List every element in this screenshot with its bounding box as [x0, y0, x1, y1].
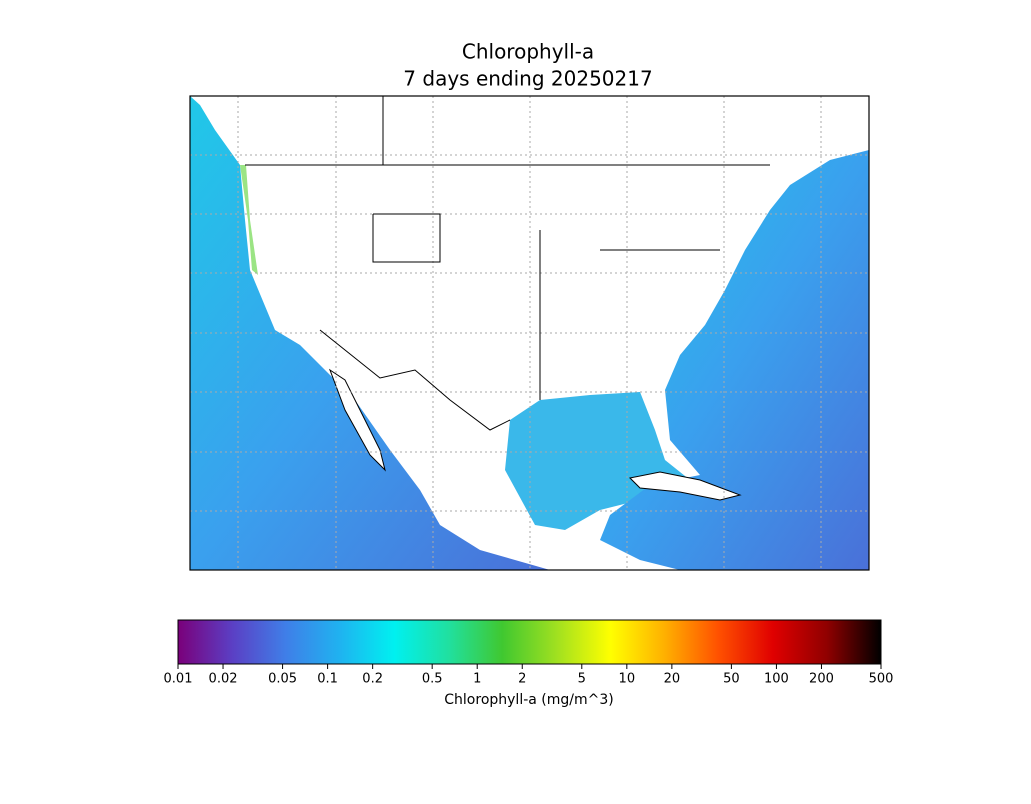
border-line [319, 329, 511, 431]
colorbar [177, 619, 882, 665]
tick-label: 20 [664, 672, 681, 687]
state-borders [245, 96, 770, 431]
tick-label: 0.02 [209, 672, 238, 687]
tick-label: 0.1 [317, 672, 338, 687]
map-subtitle: 7 days ending 20250217 [403, 67, 652, 91]
tick-label: 200 [809, 672, 834, 687]
colorbar-label: Chlorophyll-a (mg/m^3) [444, 692, 613, 708]
atlantic-ocean [600, 150, 869, 570]
tick-label: 100 [764, 672, 789, 687]
tick-label: 5 [578, 672, 586, 687]
border-line [372, 213, 441, 263]
tick-label: 0.01 [164, 672, 193, 687]
land-baja [328, 368, 386, 472]
map-frame [189, 95, 870, 571]
tick-label: 0.05 [268, 672, 297, 687]
land-cuba [628, 471, 742, 501]
tick-label: 2 [518, 672, 526, 687]
tick-label: 1 [473, 672, 481, 687]
map-title: Chlorophyll-a [462, 40, 594, 64]
map [189, 95, 870, 571]
coastal-bloom [240, 165, 258, 275]
tick-label: 50 [723, 672, 740, 687]
tick-label: 0.2 [362, 672, 383, 687]
graticule [190, 96, 869, 570]
tick-label: 500 [869, 672, 894, 687]
tick-label: 10 [619, 672, 636, 687]
tick-label: 0.5 [422, 672, 443, 687]
